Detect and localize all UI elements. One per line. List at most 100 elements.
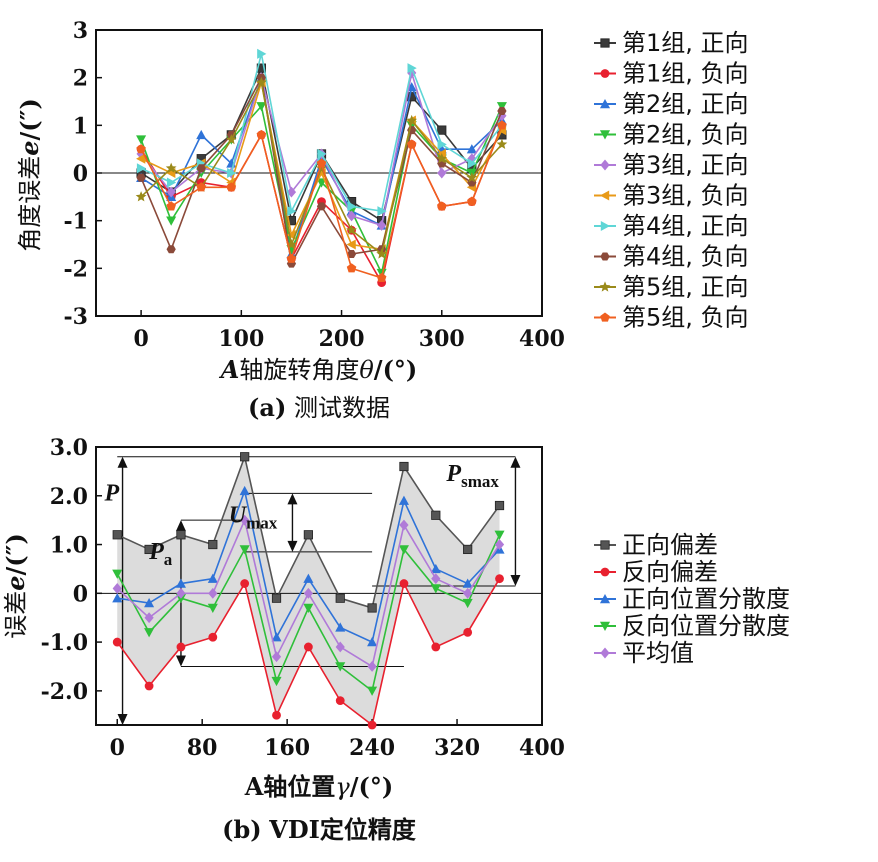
chart-a-xtick-label-4: 400 [519,326,565,352]
chart-a-series-9-point-3 [226,182,237,192]
chart-a-series-4-point-7 [346,210,357,222]
chart-b-caption-label: (b) [222,815,262,844]
chart-b-series-3-point-0 [112,569,123,579]
chart-b-series-3-point-1 [144,628,155,638]
chart-b-series-1-point-5 [272,710,281,720]
chart-a-series-4-point-0 [136,148,146,160]
chart-a-legend-label-9: 第5组, 负向 [622,304,749,332]
chart-a-series-3-point-0 [136,135,147,145]
chart-a-series-6-point-11 [467,158,477,169]
chart-a-series-3-line [140,104,503,276]
chart-a-legend-label-8: 第5组, 正向 [622,273,749,301]
chart-a-legend-label-1: 第1组, 负向 [622,60,749,88]
chart-a-series-3 [136,102,507,279]
chart-a-ytick-label-1: -2 [64,256,88,282]
chart-a-series-6-point-5 [287,206,297,217]
chart-a-series-4-point-8 [377,219,387,231]
chart-b-series-4-point-8 [367,661,377,672]
chart-b-annotation-0: P [103,481,119,507]
chart-b-arrow-psmax [510,456,521,586]
chart-b-series-2-point-6 [303,573,314,583]
chart-b-legend-item-1: 反向偏差 [594,558,718,586]
chart-b-series-3-point-9 [398,545,409,555]
chart-b-series-0-point-4 [240,452,250,462]
chart-a-series-6-point-10 [437,139,447,150]
chart-b-arrow-umax [287,493,298,552]
chart-a-series-7-point-0 [136,173,146,182]
chart-a-legend-item-3: 第2组, 负向 [594,121,749,149]
chart-a-legend-item-9: 第5组, 负向 [594,304,749,332]
chart-b-series-3-point-8 [367,686,378,696]
chart-b-series-4-point-10 [431,573,441,585]
chart-a-series-9-point-12 [497,120,507,130]
chart-a-series-3-point-1 [166,216,177,226]
chart-a-series-6-point-9 [407,63,417,74]
chart-a-legend-marker-9 [600,312,610,322]
chart-b-ytick-label-4: 2.0 [50,484,88,510]
chart-a-legend-item-0: 第1组, 正向 [594,29,749,57]
chart-a-series-7-point-7 [346,250,357,259]
chart-a-legend-marker-0 [600,38,610,48]
chart-a-legend-label-3: 第2组, 负向 [622,121,749,149]
chart-a-series-6-point-3 [227,167,237,179]
chart-a-xlabel-text: 轴旋转角度 [239,356,359,384]
chart-b-series-2-point-9 [398,495,409,505]
chart-b-series-4-point-4 [240,514,250,526]
chart-a-series-9-point-1 [166,201,176,211]
chart-b-caption-text: VDI定位精度 [268,815,417,844]
chart-b-xlabel-sym: γ [335,773,350,801]
chart-a-series-9-point-9 [406,139,417,149]
chart-b-series-4-point-9 [399,519,409,531]
chart-a-series-4-point-5 [286,186,297,198]
chart-b-series-1-point-12 [495,574,504,584]
chart-a-ytick-label-0: -3 [64,304,88,330]
chart-b-ytick-label-1: -1.0 [41,630,88,656]
chart-a-series-7-point-2 [196,164,206,173]
chart-a-series-9-point-0 [136,144,146,154]
chart-a-series-5-point-0 [136,153,146,164]
chart-a-ylabel-text: 角度误差 [16,156,44,252]
chart-a-series-9-point-2 [196,182,207,192]
chart-a-series-9-point-8 [376,272,387,282]
chart-a-series-8-point-7 [346,224,357,235]
chart-a-ytick-label-2: -1 [64,209,88,235]
chart-b-annotation-2: Umax [229,503,278,533]
chart-b-xlabel-unit: /(°) [350,772,393,801]
chart-b-series-4-point-0 [112,582,122,594]
chart-b-series-2-point-3 [207,573,218,583]
chart-b-series-4-point-12 [494,539,505,551]
chart-b-series-2 [112,485,505,647]
chart-b-series-0-point-11 [463,544,473,555]
chart-a-series-7-point-6 [316,202,327,211]
chart-a-legend-marker-3 [599,130,611,140]
chart-b-series-4-point-11 [463,587,473,599]
chart-a-series-6-point-0 [136,163,147,174]
chart-b-series-4-point-3 [208,587,218,599]
chart-a-series-6-point-8 [377,206,387,217]
chart-b-series-4-point-2 [176,587,186,599]
chart-a-ytick-label-4: 1 [73,113,88,139]
chart-a-series-8-point-0 [135,191,147,202]
chart-b-xtick-label-4: 320 [434,735,480,761]
chart-a-caption-text: 测试数据 [294,394,390,422]
chart-b-series-2-point-8 [367,637,378,647]
chart-b-series-2-point-2 [175,578,186,588]
chart-b-xtick-label-0: 0 [110,735,125,761]
chart-b-series-1-point-1 [144,681,154,691]
chart-b-xlabel-text: A轴位置 [244,772,336,801]
chart-b-series-0-point-9 [399,461,409,472]
chart-b-xtick-label-2: 160 [264,735,310,761]
chart-b-legend-label-3: 反向位置分散度 [622,612,790,640]
chart-b-series-0-point-8 [367,603,377,613]
chart-a-xlabel-var: A [219,355,240,384]
chart-a-caption: (a) 测试数据 [248,393,390,422]
chart-a-legend-item-5: 第3组, 负向 [594,182,749,210]
chart-a-legend-label-7: 第4组, 负向 [622,243,749,271]
chart-b-series-1-point-10 [431,642,441,652]
chart-b-series-1-point-7 [335,696,345,706]
chart-b-series-1 [112,574,504,730]
chart-a-series-3-point-12 [496,102,507,112]
chart-a-legend-label-6: 第4组, 正向 [622,212,749,240]
chart-b-xtick-label-5: 400 [519,735,565,761]
